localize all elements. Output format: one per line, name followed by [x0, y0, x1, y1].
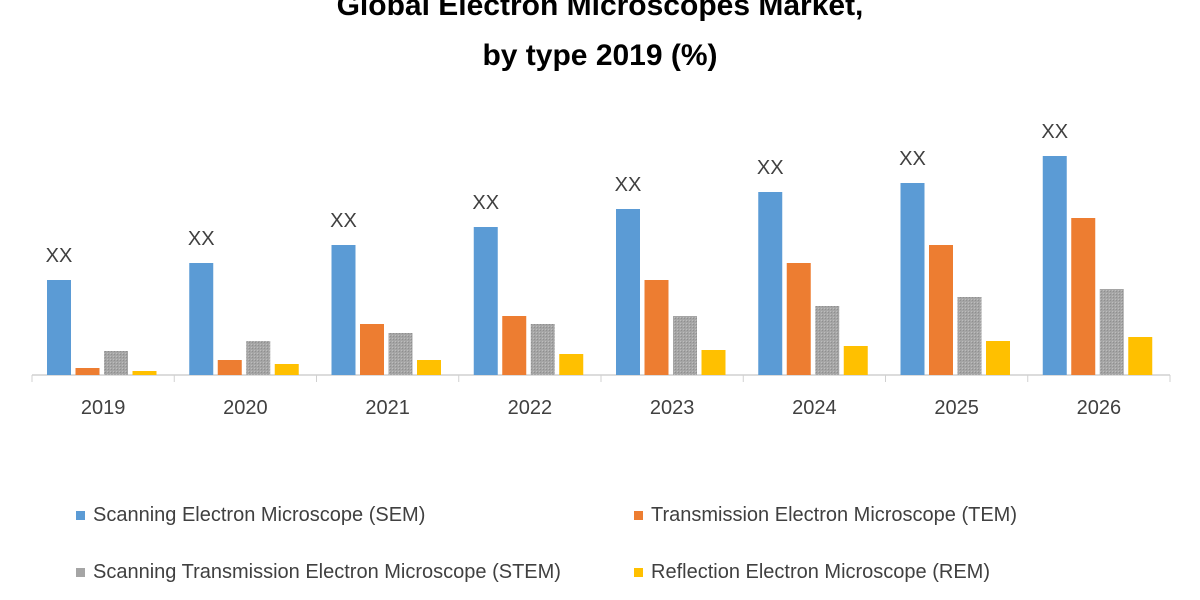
bar-rem-2025	[986, 341, 1010, 375]
bar-sem-2024	[758, 192, 783, 375]
bar-sem-2020	[189, 263, 214, 375]
data-label: XX	[330, 210, 357, 232]
legend-label: Reflection Electron Microscope (REM)	[651, 561, 990, 583]
data-label: XX	[615, 174, 642, 196]
bar-rem-2022	[559, 354, 584, 375]
x-tick-label: 2023	[650, 397, 695, 419]
bar-tem-2019	[75, 368, 100, 375]
legend-item-tem: Transmission Electron Microscope (TEM)	[634, 504, 1017, 527]
bar-stem-2023	[673, 316, 697, 375]
bar-sem-2021	[331, 245, 356, 375]
data-label: XX	[899, 148, 926, 170]
x-tick-label: 2022	[508, 397, 553, 419]
bar-stem-2021	[388, 333, 413, 375]
legend-item-sem: Scanning Electron Microscope (SEM)	[76, 504, 425, 527]
data-label: XX	[46, 245, 73, 267]
legend-swatch	[76, 568, 85, 577]
bar-rem-2023	[701, 350, 726, 375]
legend-label: Transmission Electron Microscope (TEM)	[651, 504, 1018, 526]
legend-item-stem: Scanning Transmission Electron Microscop…	[76, 561, 561, 584]
bar-stem-2022	[530, 324, 555, 375]
bar-rem-2024	[843, 346, 868, 375]
bar-tem-2023	[644, 280, 669, 375]
bar-rem-2021	[417, 360, 441, 375]
bar-stem-2019	[104, 351, 128, 375]
bar-tem-2020	[217, 360, 242, 375]
chart-subtitle: by type 2019 (%)	[482, 39, 718, 72]
legend-swatch	[76, 511, 85, 520]
bar-rem-2019	[132, 371, 157, 375]
legend-item-rem: Reflection Electron Microscope (REM)	[634, 561, 990, 584]
bar-sem-2023	[616, 209, 640, 375]
bar-tem-2025	[929, 245, 953, 375]
x-tick-label: 2021	[365, 397, 410, 419]
bar-stem-2025	[957, 297, 982, 375]
x-tick-label: 2024	[792, 397, 837, 419]
data-label: XX	[1041, 121, 1068, 143]
bar-stem-2024	[815, 306, 840, 375]
legend-label: Scanning Transmission Electron Microscop…	[93, 561, 561, 583]
bar-sem-2026	[1042, 156, 1067, 375]
legend-swatch	[634, 511, 643, 520]
data-label: XX	[188, 228, 215, 250]
x-tick-label: 2026	[1077, 397, 1122, 419]
bar-tem-2021	[360, 324, 384, 375]
x-tick-label: 2019	[81, 397, 126, 419]
x-tick-label: 2025	[934, 397, 979, 419]
legend-label: Scanning Electron Microscope (SEM)	[93, 504, 426, 526]
legend-swatch	[634, 568, 643, 577]
bar-rem-2026	[1128, 337, 1153, 375]
bar-chart: XX 2019 XX 2020 XX 2021 XX 2022 XX 2023 XX 2024 XX 20…	[31, 121, 1171, 419]
bar-stem-2020	[246, 341, 271, 375]
bar-rem-2020	[274, 364, 299, 375]
bar-sem-2019	[47, 280, 71, 375]
bar-sem-2022	[473, 227, 498, 375]
bar-stem-2026	[1099, 289, 1124, 375]
x-tick-label: 2020	[223, 397, 268, 419]
data-label: XX	[472, 192, 499, 214]
bar-tem-2022	[502, 316, 527, 375]
bar-tem-2026	[1071, 218, 1096, 375]
bar-tem-2024	[786, 263, 811, 375]
chart-title: Global Electron Microscopes Market,	[336, 0, 864, 22]
bar-sem-2025	[900, 183, 925, 375]
data-label: XX	[757, 157, 784, 179]
